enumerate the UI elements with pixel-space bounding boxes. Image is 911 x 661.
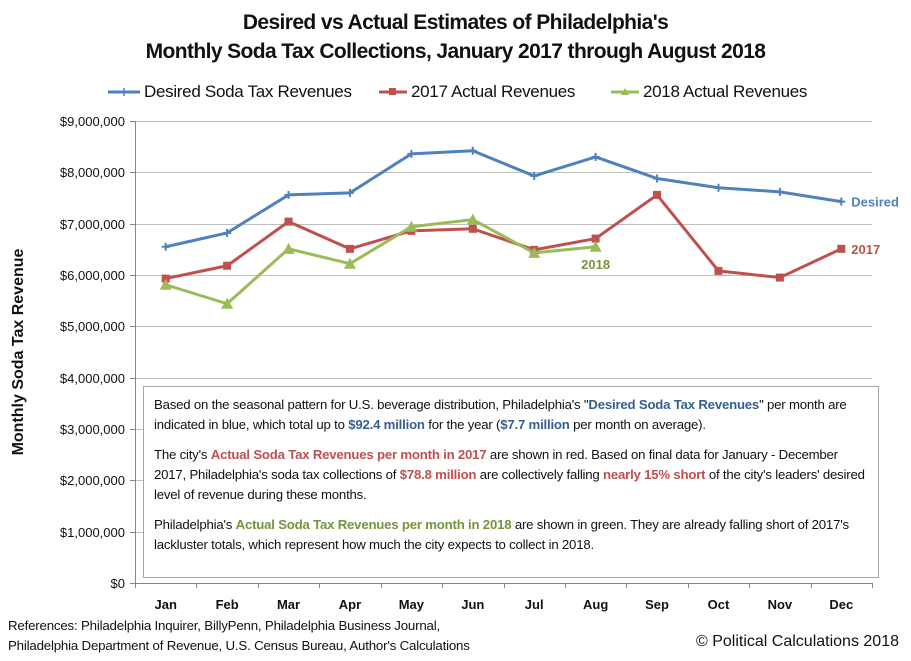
y-tick-label: $3,000,000 — [60, 422, 125, 437]
series-line — [165, 149, 842, 249]
annotation-text: " per month are indicated in blue, which… — [154, 397, 847, 432]
legend-swatch-2018-icon — [611, 88, 639, 95]
annotation-paragraph-2018: Philadelphia's Actual Soda Tax Revenues … — [154, 515, 868, 555]
data-point-square — [284, 217, 293, 226]
data-point-plus — [345, 188, 354, 197]
annotation-text: Based on the seasonal pattern for U.S. b… — [154, 397, 589, 412]
legend-item-2017: 2017 Actual Revenues — [378, 82, 575, 102]
data-point-plus — [223, 228, 232, 237]
data-point-plus — [653, 174, 662, 183]
x-tick-label: Aug — [583, 597, 608, 612]
legend-label-2018: 2018 Actual Revenues — [643, 82, 808, 101]
annotation-highlight-shortfall: nearly 15% short — [603, 467, 706, 482]
annotation-text: The city's — [154, 447, 211, 462]
annotation-highlight-monthly-average: $7.7 million — [500, 417, 570, 432]
y-axis-label: Monthly Soda Tax Revenue — [10, 248, 27, 456]
chart-subtitle: Monthly Soda Tax Collections, January 20… — [145, 40, 766, 63]
legend: Desired Soda Tax Revenues 2017 Actual Re… — [0, 82, 911, 106]
x-tick-label: Sep — [645, 597, 669, 612]
legend-label-2017: 2017 Actual Revenues — [411, 82, 576, 101]
y-tick-label: $9,000,000 — [60, 114, 125, 129]
legend-item-2018: 2018 Actual Revenues — [610, 82, 807, 102]
series-end-label: 2018 — [581, 257, 610, 272]
data-point-triangle — [343, 257, 356, 269]
data-point-square — [345, 244, 354, 253]
series-line — [165, 218, 596, 306]
y-tick-label: $0 — [111, 576, 125, 591]
data-point-triangle — [589, 240, 602, 252]
annotation-highlight-2017: Actual Soda Tax Revenues per month in 20… — [210, 447, 487, 462]
references: References: Philadelphia Inquirer, Billy… — [8, 616, 470, 656]
references-line-1: References: Philadelphia Inquirer, Billy… — [8, 618, 440, 633]
data-point-triangle — [528, 246, 541, 258]
y-tick-label: $5,000,000 — [60, 319, 125, 334]
annotation-highlight-2017-total: $78.8 million — [399, 467, 477, 482]
chart-title: Desired vs Actual Estimates of Philadelp… — [242, 11, 669, 34]
annotation-text: are shown in red. Based on final data fo… — [154, 447, 838, 482]
x-tick-label: Apr — [339, 597, 361, 612]
annotation-paragraph-desired: Based on the seasonal pattern for U.S. b… — [154, 395, 868, 435]
y-tick-label: $8,000,000 — [60, 165, 125, 180]
data-point-triangle — [466, 213, 479, 225]
annotation-text: per month on average). — [569, 417, 706, 432]
copyright: © Political Calculations 2018 — [695, 633, 899, 650]
data-point-square — [714, 266, 723, 275]
annotation-highlight-2018: Actual Soda Tax Revenues per month in 20… — [235, 517, 512, 532]
data-point-plus — [714, 183, 723, 192]
x-tick-label: Mar — [277, 597, 300, 612]
data-point-square — [837, 244, 846, 253]
annotation-highlight-desired: Desired Soda Tax Revenues — [588, 397, 760, 412]
annotation-paragraph-2017: The city's Actual Soda Tax Revenues per … — [154, 445, 868, 505]
references-line-2: Philadelphia Department of Revenue, U.S.… — [8, 638, 470, 653]
data-point-plus — [161, 242, 170, 251]
data-point-triangle — [282, 242, 295, 254]
data-point-triangle — [405, 220, 418, 232]
data-point-plus — [591, 152, 600, 161]
data-point-square — [775, 273, 784, 282]
data-point-plus — [407, 149, 416, 158]
y-tick-label: $2,000,000 — [60, 473, 125, 488]
series-line — [165, 193, 842, 281]
annotation-highlight-annual-total: $92.4 million — [348, 417, 425, 432]
y-tick-label: $7,000,000 — [60, 217, 125, 232]
data-point-square — [468, 224, 477, 233]
annotation-text: are collectively falling — [476, 467, 604, 482]
data-point-square — [161, 274, 170, 283]
data-point-square — [653, 190, 662, 199]
data-point-plus — [530, 171, 539, 180]
legend-item-desired: Desired Soda Tax Revenues — [107, 82, 352, 102]
annotation-text: of the city's leaders' desired level of … — [154, 467, 865, 502]
legend-label-desired: Desired Soda Tax Revenues — [144, 82, 352, 101]
series-end-label: Desired — [851, 195, 899, 210]
data-point-plus — [837, 197, 846, 206]
legend-swatch-desired-icon — [108, 88, 140, 96]
annotation-box: Based on the seasonal pattern for U.S. b… — [143, 386, 879, 578]
data-point-plus — [284, 190, 293, 199]
data-point-square — [591, 234, 600, 243]
annotation-text: for the year ( — [424, 417, 501, 432]
annotation-text: are shown in green. They are already fal… — [154, 517, 849, 552]
y-tick-label: $1,000,000 — [60, 525, 125, 540]
data-point-triangle — [159, 278, 172, 290]
data-point-plus — [468, 146, 477, 155]
x-tick-label: Feb — [216, 597, 239, 612]
annotation-text: Philadelphia's — [154, 517, 236, 532]
x-tick-label: Jun — [461, 597, 484, 612]
x-tick-label: Jan — [155, 597, 177, 612]
data-point-square — [223, 261, 232, 270]
legend-swatch-2017-icon — [379, 88, 407, 95]
x-tick-label: Jul — [525, 597, 544, 612]
data-point-plus — [775, 187, 784, 196]
data-point-triangle — [221, 297, 234, 309]
y-tick-label: $4,000,000 — [60, 371, 125, 386]
y-tick-label: $6,000,000 — [60, 268, 125, 283]
series-2018-actual-revenues — [159, 213, 602, 309]
x-tick-label: Oct — [708, 597, 730, 612]
x-tick-label: Nov — [768, 597, 793, 612]
x-tick-label: Dec — [829, 597, 853, 612]
series-end-label: 2017 — [851, 242, 880, 257]
x-tick-label: May — [399, 597, 425, 612]
series-desired-soda-tax-revenues — [161, 146, 846, 251]
